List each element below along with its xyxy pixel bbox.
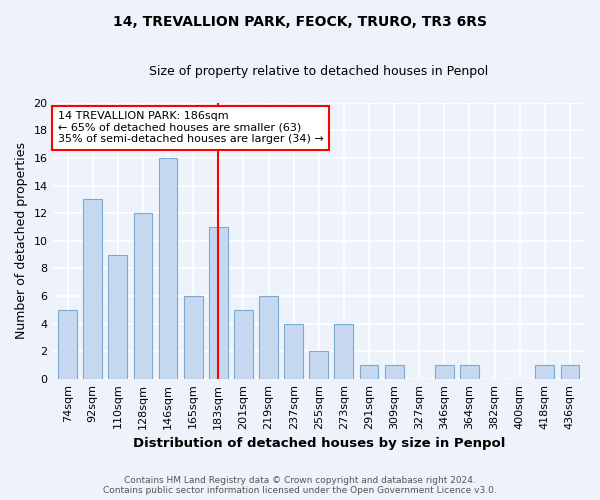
Bar — [385, 365, 404, 379]
Text: 14 TREVALLION PARK: 186sqm
← 65% of detached houses are smaller (63)
35% of semi: 14 TREVALLION PARK: 186sqm ← 65% of deta… — [58, 111, 323, 144]
Bar — [209, 227, 228, 379]
Title: Size of property relative to detached houses in Penpol: Size of property relative to detached ho… — [149, 65, 488, 78]
Y-axis label: Number of detached properties: Number of detached properties — [15, 142, 28, 340]
Text: 14, TREVALLION PARK, FEOCK, TRURO, TR3 6RS: 14, TREVALLION PARK, FEOCK, TRURO, TR3 6… — [113, 15, 487, 29]
Bar — [83, 200, 102, 379]
Bar — [284, 324, 303, 379]
Bar — [460, 365, 479, 379]
Bar — [334, 324, 353, 379]
Bar — [58, 310, 77, 379]
Bar — [158, 158, 178, 379]
Bar — [109, 254, 127, 379]
Bar — [560, 365, 580, 379]
Bar — [359, 365, 379, 379]
Bar — [234, 310, 253, 379]
Text: Contains HM Land Registry data © Crown copyright and database right 2024.
Contai: Contains HM Land Registry data © Crown c… — [103, 476, 497, 495]
Bar — [259, 296, 278, 379]
Bar — [535, 365, 554, 379]
X-axis label: Distribution of detached houses by size in Penpol: Distribution of detached houses by size … — [133, 437, 505, 450]
Bar — [134, 213, 152, 379]
Bar — [435, 365, 454, 379]
Bar — [310, 351, 328, 379]
Bar — [184, 296, 203, 379]
